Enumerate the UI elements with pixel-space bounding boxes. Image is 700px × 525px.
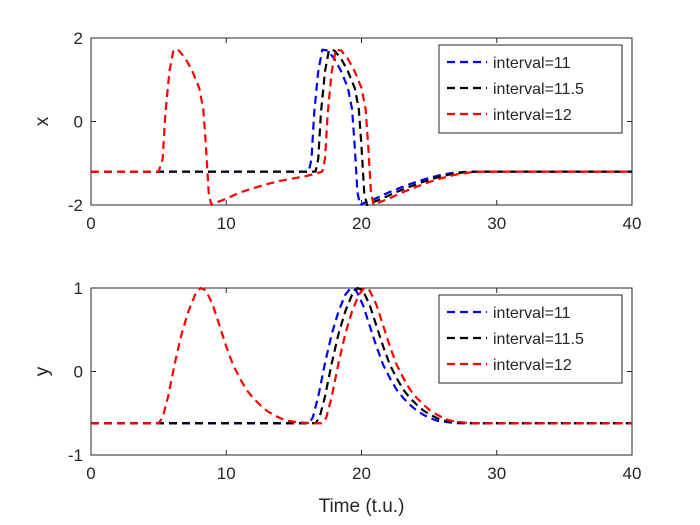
panel1-series-line-interval-12 xyxy=(91,48,632,207)
panel2-x-axis-label: Time (t.u.) xyxy=(319,496,405,517)
panel1-series-line-interval-11 xyxy=(91,48,632,207)
panel2-y-tick-label: 0 xyxy=(74,363,83,382)
panel2-x-tick-label: 20 xyxy=(352,464,371,483)
panel1-x-tick-label: 10 xyxy=(217,214,236,233)
panel2-series-line-interval-12 xyxy=(91,286,632,425)
panel2-x-tick-label: 0 xyxy=(86,464,95,483)
panel1-legend-label-interval-11: interval=11 xyxy=(493,55,571,72)
panel2-legend-box xyxy=(438,294,623,384)
panel2-series-line-interval-11 xyxy=(91,286,632,425)
panel2-x-tick-label: 10 xyxy=(217,464,236,483)
x-subplot: 0 10 20 30 40-202xinterval=11interval=11.5in… xyxy=(32,29,641,233)
panel1-y-tick-label: 0 xyxy=(74,113,83,132)
panel1-y-tick-label: 2 xyxy=(74,29,83,48)
panel2-y-tick-label: -1 xyxy=(68,446,83,465)
panel1-legend-label-interval-11-5: interval=11.5 xyxy=(493,81,584,98)
panel1-legend-label-interval-12: interval=12 xyxy=(493,107,572,124)
panel1-x-tick-label: 40 xyxy=(623,214,642,233)
panel2-legend-label-interval-11: interval=11 xyxy=(493,305,571,322)
panel1-legend: interval=11 interval=11.5 interval=12 xyxy=(438,44,623,134)
panel2-legend-label-interval-11-5: interval=11.5 xyxy=(493,331,584,348)
panel2-legend-label-interval-12: interval=12 xyxy=(493,357,572,374)
panel2-x-tick-label: 40 xyxy=(623,464,642,483)
panel1-series-line-interval-11-5 xyxy=(91,48,632,207)
panel1-y-axis-label: x xyxy=(32,116,53,126)
panel2-x-tick-label: 30 xyxy=(487,464,506,483)
panel2-legend: interval=11 interval=11.5 interval=12 xyxy=(438,294,623,384)
panel2-y-tick-label: 1 xyxy=(74,279,83,298)
panel2-series-line-interval-11-5 xyxy=(91,286,632,425)
panel1-x-tick-label: 20 xyxy=(352,214,371,233)
panel1-x-tick-label: 30 xyxy=(487,214,506,233)
panel2-y-axis-label: y xyxy=(32,366,53,376)
panel1-legend-box xyxy=(438,44,623,134)
panel1-x-tick-label: 0 xyxy=(86,214,95,233)
panel1-y-tick-label: -2 xyxy=(68,196,83,215)
